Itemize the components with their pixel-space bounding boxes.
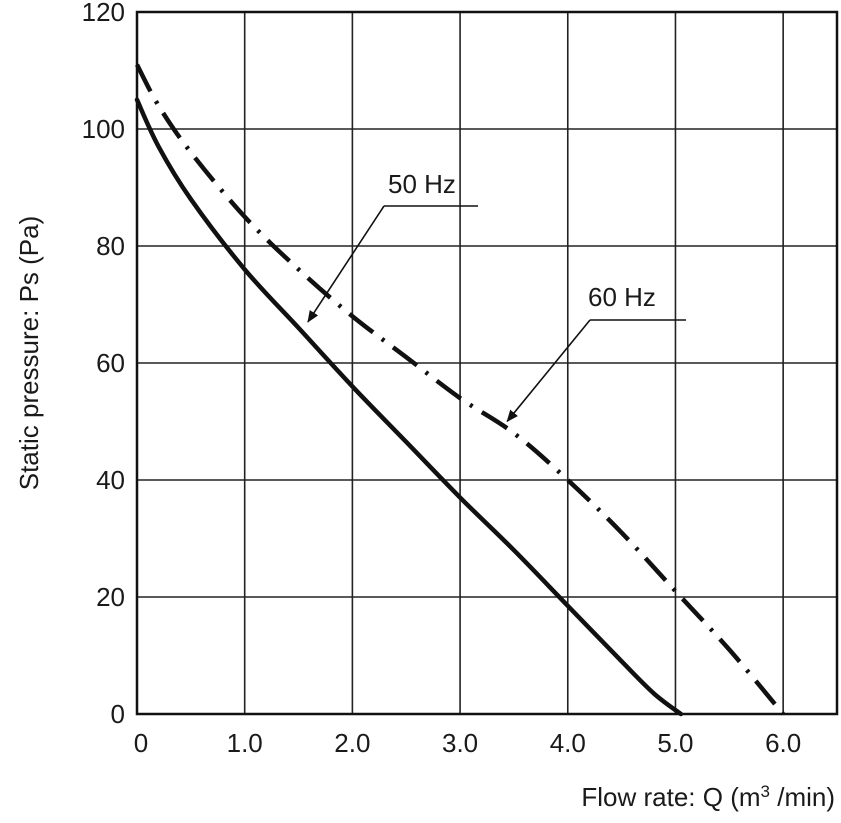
x-tick-label: 2.0 [334,728,370,758]
plot-frame [135,10,839,716]
x-tick-label: 0 [134,728,148,758]
tick-labels: 0 20 40 60 80 100 120 0 1.0 2.0 3.0 4.0 5.0 6.0 [82,0,802,758]
x-axis-label-prefix: Flow rate: Q (m [581,782,760,812]
series-line-60-hz [135,63,785,716]
x-axis-label: Flow rate: Q (m3 /min) [581,782,835,813]
grid [136,11,837,715]
annotation-label: 60 Hz [588,282,656,312]
x-tick-label: 5.0 [657,728,693,758]
annotation-arrow [307,205,385,323]
x-axis-label-suffix: /min) [770,782,835,812]
series-lines [134,63,785,717]
x-tick-label: 4.0 [550,728,586,758]
y-tick-label: 100 [82,114,125,144]
y-tick-label: 0 [111,699,125,729]
y-tick-label: 120 [82,0,125,27]
annotation-arrow [506,319,591,423]
x-tick-label: 3.0 [442,728,478,758]
annotations: 50 Hz 60 Hz [307,169,686,423]
y-tick-label: 80 [96,231,125,261]
annotation-label: 50 Hz [388,169,456,199]
y-tick-label: 40 [96,465,125,495]
series-line-50-hz [134,97,684,717]
x-tick-label: 6.0 [765,728,801,758]
y-tick-label: 60 [96,348,125,378]
y-tick-label: 20 [96,582,125,612]
x-axis-label-superscript: 3 [761,782,770,801]
y-axis-label: Static pressure: Ps (Pa) [14,216,44,491]
x-tick-label: 1.0 [227,728,263,758]
